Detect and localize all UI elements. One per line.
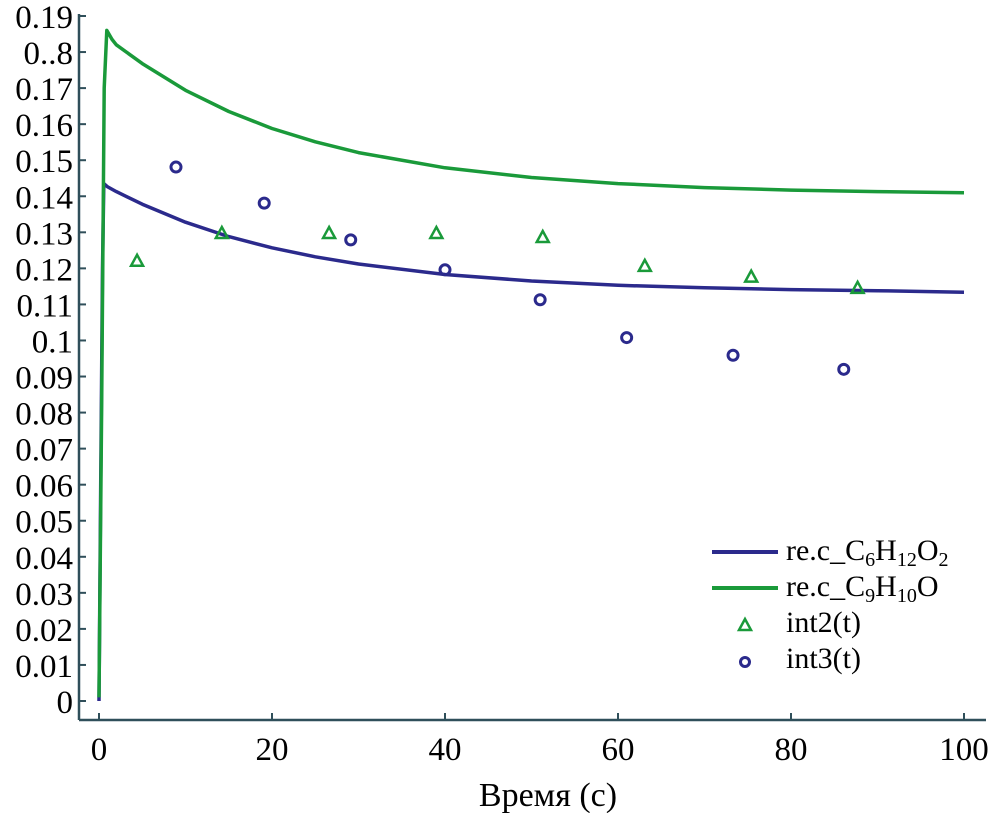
- legend-label: re.c_C9H10O: [786, 570, 939, 607]
- y-tick-label: 0.17: [15, 72, 73, 108]
- legend-item-int2: int2(t): [712, 605, 948, 641]
- y-tick-label: 0.16: [15, 108, 73, 144]
- y-tick-label: 0.15: [15, 144, 73, 180]
- x-tick-label: 100: [939, 732, 989, 768]
- data-point-triangle: [320, 224, 338, 240]
- data-point-circle: [169, 160, 183, 174]
- legend-item-c9h10o: re.c_C9H10O: [712, 569, 948, 607]
- legend-label: re.c_C6H12O2: [786, 534, 949, 571]
- data-point-circle: [344, 233, 358, 247]
- legend-label: int3(t): [786, 642, 861, 675]
- x-tick-label: 40: [429, 732, 462, 768]
- legend-label: int2(t): [786, 606, 861, 639]
- y-tick-label: 0.05: [15, 505, 73, 541]
- data-point-triangle: [636, 257, 653, 273]
- legend: re.c_C6H12O2 re.c_C9H10O int2(t) int3(t): [712, 533, 948, 677]
- y-tick-label: 0.04: [15, 541, 73, 577]
- y-tick-label: 0: [57, 685, 74, 721]
- data-point-circle: [533, 293, 547, 307]
- legend-item-c6h12o2: re.c_C6H12O2: [712, 533, 949, 571]
- data-point-triangle: [428, 224, 445, 240]
- legend-line-swatch: [712, 539, 778, 563]
- data-point-triangle: [534, 228, 551, 244]
- y-tick-label: 0.1: [32, 324, 73, 360]
- series-line: [97, 28, 965, 698]
- data-point-circle: [257, 196, 271, 210]
- x-axis-label: Время (с): [479, 777, 617, 813]
- y-tick-label: 0.14: [15, 180, 73, 216]
- plot-area: [97, 28, 965, 702]
- data-point-triangle: [213, 224, 230, 240]
- y-tick-label: 0.08: [15, 397, 73, 433]
- x-tick-label: 20: [256, 732, 289, 768]
- y-tick-label: 0.03: [15, 577, 73, 613]
- y-tick-label: 0.09: [15, 361, 73, 397]
- x-tick-label: 60: [602, 732, 635, 768]
- data-point-circle: [620, 331, 634, 345]
- data-point-triangle: [743, 268, 760, 283]
- circle-marker-icon: [712, 647, 778, 671]
- triangle-marker-icon: [712, 611, 778, 635]
- data-point-triangle: [849, 279, 866, 295]
- y-tick-label: 0.19: [15, 0, 73, 36]
- data-point-triangle: [128, 252, 146, 268]
- x-tick-label: 80: [775, 732, 808, 768]
- data-point-circle: [438, 263, 452, 277]
- data-point-circle: [726, 348, 740, 362]
- legend-item-int3: int3(t): [712, 641, 948, 677]
- y-tick-label: 0..8: [24, 36, 74, 72]
- y-tick-label: 0.06: [15, 469, 73, 505]
- y-tick-label: 0.02: [15, 613, 73, 649]
- y-tick-label: 0.12: [15, 252, 73, 288]
- axes: 00.010.020.030.040.050.060.070.080.090.1…: [15, 0, 989, 768]
- y-tick-label: 0.07: [15, 433, 73, 469]
- x-tick-label: 0: [91, 732, 108, 768]
- y-tick-label: 0.13: [15, 216, 73, 252]
- y-tick-label: 0.11: [16, 288, 73, 324]
- legend-line-swatch: [712, 575, 778, 599]
- data-point-circle: [837, 362, 851, 376]
- y-tick-label: 0.01: [15, 649, 73, 685]
